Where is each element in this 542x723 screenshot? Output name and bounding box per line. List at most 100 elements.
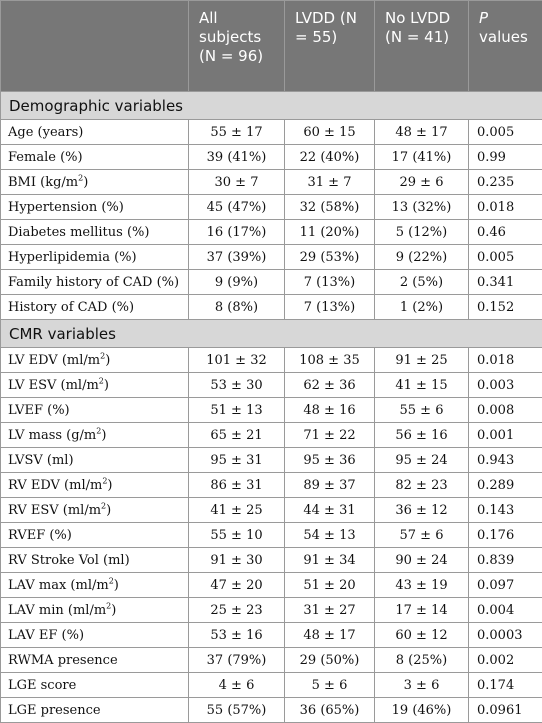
cell-lvdd: 54 ± 13	[285, 523, 375, 548]
row-label: Hypertension (%)	[1, 195, 189, 220]
cell-all-subjects: 53 ± 16	[189, 623, 285, 648]
row-label-suffix: )	[104, 378, 109, 393]
row-label-suffix: )	[107, 478, 112, 493]
cell-lvdd: 31 ± 27	[285, 598, 375, 623]
cell-lvdd: 44 ± 31	[285, 498, 375, 523]
section-row: CMR variables	[1, 320, 542, 348]
row-label-suffix: )	[83, 175, 88, 190]
cell-lvdd: 5 ± 6	[285, 673, 375, 698]
table-row: Hypertension (%)45 (47%)32 (58%)13 (32%)…	[1, 195, 542, 220]
cell-p-value: 0.005	[469, 245, 542, 270]
cell-p-value: 0.152	[469, 295, 542, 320]
cell-p-value: 0.018	[469, 195, 542, 220]
cell-lvdd: 29 (53%)	[285, 245, 375, 270]
cell-all-subjects: 53 ± 30	[189, 373, 285, 398]
row-label: LAV min (ml/m2)	[1, 598, 189, 623]
cell-no-lvdd: 48 ± 17	[375, 120, 469, 145]
row-label-text: LV mass (g/m	[8, 428, 96, 443]
cell-p-value: 0.176	[469, 523, 542, 548]
cell-p-value: 0.46	[469, 220, 542, 245]
row-label-text: RVEF (%)	[8, 528, 72, 543]
row-label-suffix: )	[105, 353, 110, 368]
cell-no-lvdd: 2 (5%)	[375, 270, 469, 295]
row-label: RV ESV (ml/m2)	[1, 498, 189, 523]
row-label: Family history of CAD (%)	[1, 270, 189, 295]
cell-all-subjects: 51 ± 13	[189, 398, 285, 423]
table-row: History of CAD (%)8 (8%)7 (13%)1 (2%)0.1…	[1, 295, 542, 320]
cell-lvdd: 36 (65%)	[285, 698, 375, 723]
cell-all-subjects: 8 (8%)	[189, 295, 285, 320]
cell-no-lvdd: 95 ± 24	[375, 448, 469, 473]
cell-lvdd: 7 (13%)	[285, 270, 375, 295]
cell-lvdd: 32 (58%)	[285, 195, 375, 220]
row-label: LV ESV (ml/m2)	[1, 373, 189, 398]
cell-p-value: 0.001	[469, 423, 542, 448]
cell-p-value: 0.943	[469, 448, 542, 473]
cell-p-value: 0.004	[469, 598, 542, 623]
cell-no-lvdd: 57 ± 6	[375, 523, 469, 548]
cell-p-value: 0.235	[469, 170, 542, 195]
cell-lvdd: 89 ± 37	[285, 473, 375, 498]
cell-p-value: 0.0961	[469, 698, 542, 723]
row-label: LGE presence	[1, 698, 189, 723]
cell-no-lvdd: 82 ± 23	[375, 473, 469, 498]
row-label-text: Female (%)	[8, 150, 83, 165]
cell-no-lvdd: 17 ± 14	[375, 598, 469, 623]
cell-all-subjects: 55 ± 10	[189, 523, 285, 548]
cell-no-lvdd: 90 ± 24	[375, 548, 469, 573]
section-row: Demographic variables	[1, 92, 542, 120]
cell-p-value: 0.005	[469, 120, 542, 145]
cell-all-subjects: 65 ± 21	[189, 423, 285, 448]
cell-all-subjects: 86 ± 31	[189, 473, 285, 498]
cell-all-subjects: 25 ± 23	[189, 598, 285, 623]
cell-p-value: 0.097	[469, 573, 542, 598]
cell-all-subjects: 41 ± 25	[189, 498, 285, 523]
table-header: All subjects (N = 96) LVDD (N = 55) No L…	[1, 1, 542, 92]
cell-all-subjects: 47 ± 20	[189, 573, 285, 598]
row-label-text: LGE presence	[8, 703, 101, 718]
header-all-subjects: All subjects (N = 96)	[189, 1, 285, 92]
cell-p-value: 0.0003	[469, 623, 542, 648]
cell-no-lvdd: 1 (2%)	[375, 295, 469, 320]
cell-no-lvdd: 8 (25%)	[375, 648, 469, 673]
row-label-text: LVEF (%)	[8, 403, 70, 418]
row-label-text: LAV min (ml/m	[8, 603, 106, 618]
cell-lvdd: 60 ± 15	[285, 120, 375, 145]
row-label: LAV max (ml/m2)	[1, 573, 189, 598]
header-lvdd: LVDD (N = 55)	[285, 1, 375, 92]
cell-lvdd: 11 (20%)	[285, 220, 375, 245]
cell-all-subjects: 91 ± 30	[189, 548, 285, 573]
cell-p-value: 0.174	[469, 673, 542, 698]
cell-lvdd: 95 ± 36	[285, 448, 375, 473]
cell-all-subjects: 55 ± 17	[189, 120, 285, 145]
header-empty-cell	[1, 1, 189, 92]
cell-lvdd: 48 ± 16	[285, 398, 375, 423]
row-label-suffix: )	[111, 603, 116, 618]
cell-no-lvdd: 3 ± 6	[375, 673, 469, 698]
cell-all-subjects: 4 ± 6	[189, 673, 285, 698]
table-row: Family history of CAD (%)9 (9%)7 (13%)2 …	[1, 270, 542, 295]
row-label: Female (%)	[1, 145, 189, 170]
cell-no-lvdd: 91 ± 25	[375, 348, 469, 373]
cell-no-lvdd: 19 (46%)	[375, 698, 469, 723]
row-label-suffix: )	[106, 503, 111, 518]
row-label-suffix: )	[114, 578, 119, 593]
cell-p-value: 0.99	[469, 145, 542, 170]
row-label: RV Stroke Vol (ml)	[1, 548, 189, 573]
cell-no-lvdd: 9 (22%)	[375, 245, 469, 270]
header-p-italic: P	[479, 9, 488, 27]
cell-all-subjects: 45 (47%)	[189, 195, 285, 220]
cell-no-lvdd: 55 ± 6	[375, 398, 469, 423]
cell-all-subjects: 37 (39%)	[189, 245, 285, 270]
cell-p-value: 0.143	[469, 498, 542, 523]
